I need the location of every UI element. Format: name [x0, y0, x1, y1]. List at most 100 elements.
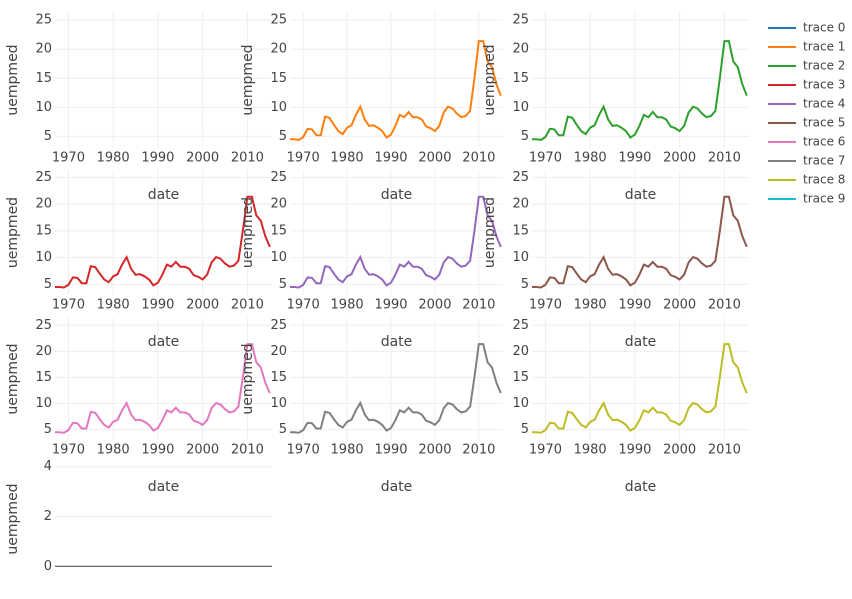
x-tick-label: 2010: [708, 298, 741, 313]
y-tick-label: 5: [44, 129, 52, 144]
y-tick-label: 15: [512, 370, 529, 385]
x-tick-label: 2010: [708, 151, 741, 166]
x-tick-label: 1970: [287, 151, 320, 166]
x-tick-label: 2010: [462, 298, 495, 313]
x-tick-label: 1990: [374, 151, 407, 166]
x-tick-label: 1970: [52, 298, 85, 313]
y-tick-label: 10: [512, 396, 529, 411]
x-tick-label: 1980: [331, 298, 364, 313]
x-tick-label: 1980: [97, 443, 130, 458]
text-layer: 1970 1980 1990 2000 2010510152025dateuempmed…: [5, 13, 845, 574]
x-axis-title: date: [381, 334, 413, 350]
y-tick-label: 25: [35, 13, 52, 28]
legend-label: trace 9: [803, 192, 845, 206]
data-line: [290, 195, 502, 289]
x-tick-label: 1980: [574, 151, 607, 166]
y-tick-label: 5: [521, 277, 529, 292]
y-tick-label: 5: [521, 422, 529, 437]
line-layer: [55, 40, 748, 567]
y-tick-label: 0: [44, 559, 52, 574]
x-tick-label: 2010: [231, 298, 264, 313]
legend-label: trace 0: [803, 21, 845, 35]
y-tick-label: 10: [270, 250, 287, 265]
y-tick-label: 2: [44, 509, 52, 524]
x-axis-title: date: [148, 334, 180, 350]
grid-layer: [55, 12, 749, 567]
y-tick-label: 5: [44, 422, 52, 437]
y-tick-label: 15: [270, 71, 287, 86]
data-line: [290, 40, 502, 141]
x-tick-label: 1980: [97, 298, 130, 313]
x-tick-label: 2010: [231, 151, 264, 166]
y-tick-label: 15: [512, 223, 529, 238]
x-tick-label: 2000: [418, 443, 451, 458]
x-tick-label: 2010: [462, 443, 495, 458]
x-axis-title: date: [148, 187, 180, 203]
x-tick-label: 1980: [574, 298, 607, 313]
x-tick-label: 1990: [374, 443, 407, 458]
legend-label: trace 5: [803, 116, 845, 130]
y-axis-title: uempmed: [482, 44, 498, 115]
data-line: [532, 195, 748, 289]
y-tick-label: 25: [512, 13, 529, 28]
y-tick-label: 25: [270, 170, 287, 185]
y-tick-label: 10: [270, 396, 287, 411]
x-tick-label: 2000: [663, 298, 696, 313]
x-tick-label: 2000: [418, 298, 451, 313]
x-tick-label: 1970: [52, 443, 85, 458]
y-tick-label: 20: [512, 197, 529, 212]
x-tick-label: 1990: [141, 298, 174, 313]
legend-label: trace 8: [803, 173, 845, 187]
legend-label: trace 7: [803, 154, 845, 168]
y-tick-label: 5: [279, 277, 287, 292]
y-tick-label: 20: [270, 344, 287, 359]
x-tick-label: 2000: [663, 443, 696, 458]
y-axis-title: uempmed: [240, 44, 256, 115]
x-tick-label: 1970: [52, 151, 85, 166]
y-tick-label: 10: [35, 250, 52, 265]
y-tick-label: 20: [512, 344, 529, 359]
y-tick-label: 15: [512, 71, 529, 86]
y-tick-label: 20: [270, 42, 287, 57]
y-tick-label: 20: [35, 344, 52, 359]
x-tick-label: 2000: [418, 151, 451, 166]
y-tick-label: 20: [512, 42, 529, 57]
y-tick-label: 5: [279, 129, 287, 144]
y-axis-title: uempmed: [240, 197, 256, 268]
y-tick-label: 10: [512, 100, 529, 115]
y-tick-label: 10: [35, 100, 52, 115]
y-tick-label: 15: [270, 370, 287, 385]
x-tick-label: 2000: [663, 151, 696, 166]
y-tick-label: 5: [521, 129, 529, 144]
legend-label: trace 6: [803, 135, 845, 149]
x-tick-label: 1990: [141, 443, 174, 458]
y-tick-label: 25: [512, 318, 529, 333]
data-line: [55, 195, 271, 289]
x-tick-label: 1970: [287, 298, 320, 313]
y-tick-label: 25: [35, 170, 52, 185]
y-tick-label: 10: [35, 396, 52, 411]
y-axis-title: uempmed: [5, 197, 21, 268]
y-axis-title: uempmed: [5, 343, 21, 414]
x-tick-label: 1990: [374, 298, 407, 313]
x-tick-label: 1970: [287, 443, 320, 458]
x-tick-label: 2000: [186, 298, 219, 313]
y-axis-title: uempmed: [240, 343, 256, 414]
x-axis-title: date: [381, 479, 413, 495]
x-axis-title: date: [625, 334, 657, 350]
x-tick-label: 2010: [708, 443, 741, 458]
x-tick-label: 2000: [186, 151, 219, 166]
y-tick-label: 15: [270, 223, 287, 238]
y-tick-label: 25: [35, 318, 52, 333]
x-axis-title: date: [625, 187, 657, 203]
y-tick-label: 15: [35, 370, 52, 385]
data-line: [290, 343, 502, 434]
data-line: [532, 40, 748, 141]
x-axis-title: date: [148, 479, 180, 495]
data-line: [55, 343, 271, 434]
y-tick-label: 5: [44, 277, 52, 292]
y-tick-label: 20: [35, 197, 52, 212]
x-tick-label: 1980: [331, 443, 364, 458]
y-axis-title: uempmed: [5, 44, 21, 115]
